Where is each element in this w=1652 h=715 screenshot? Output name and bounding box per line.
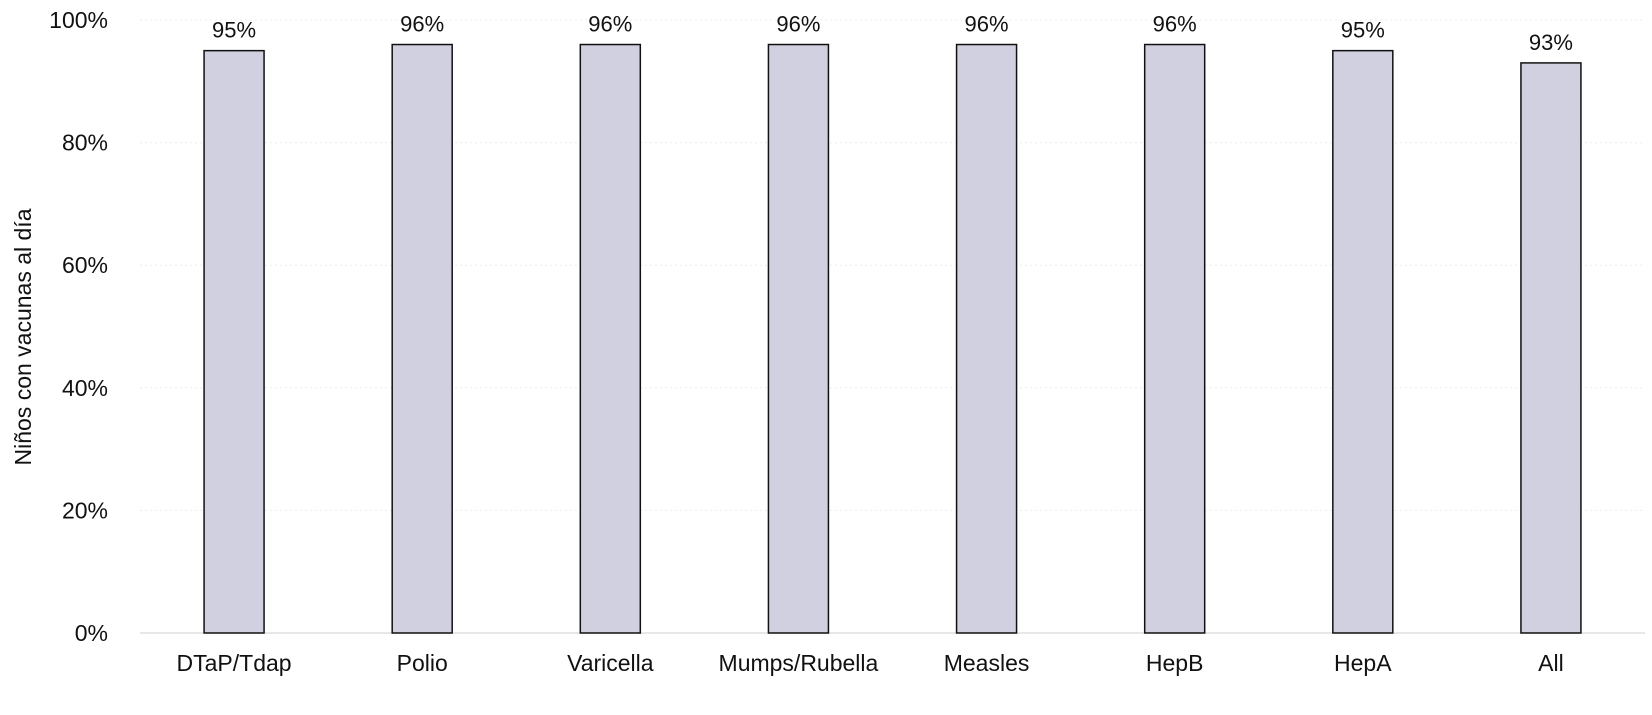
x-category-label: Mumps/Rubella (719, 650, 879, 676)
bar (1332, 49, 1394, 634)
y-tick-label: 0% (75, 620, 108, 646)
bar (391, 43, 453, 634)
x-axis-categories: DTaP/Tdap Polio Varicella Mumps/Rubella Meas… (177, 650, 1564, 676)
gridlines (140, 19, 1645, 634)
x-category-label: All (1538, 650, 1564, 676)
y-tick-label: 100% (49, 7, 108, 33)
x-category-label: DTaP/Tdap (177, 650, 292, 676)
y-tick-label: 80% (62, 130, 108, 156)
y-tick-label: 60% (62, 252, 108, 278)
y-axis-title: Niños con vacunas al día (10, 208, 36, 465)
data-label: 95% (1341, 18, 1385, 43)
bar (955, 43, 1018, 634)
bars (203, 43, 1582, 634)
y-axis-ticks: 0% 20% 40% 60% 80% 100% (49, 7, 108, 646)
y-tick-label: 20% (62, 497, 108, 523)
bar (579, 43, 642, 634)
data-label: 96% (965, 12, 1009, 37)
x-category-label: HepB (1146, 650, 1204, 676)
x-category-label: Varicella (567, 650, 654, 676)
data-label: 96% (400, 12, 444, 37)
data-label: 93% (1529, 30, 1573, 55)
data-label: 96% (1153, 12, 1197, 37)
data-label: 96% (588, 12, 632, 37)
bar (1520, 62, 1582, 634)
bar (1143, 43, 1206, 634)
data-label: 95% (212, 18, 256, 43)
bar (203, 49, 265, 634)
data-labels: 95% 96% 96% 96% 96% 96% 95% 93% (212, 12, 1573, 55)
y-tick-label: 40% (62, 375, 108, 401)
x-category-label: Measles (944, 650, 1030, 676)
x-category-label: HepA (1334, 650, 1392, 676)
x-category-label: Polio (397, 650, 448, 676)
data-label: 96% (776, 12, 820, 37)
bar (767, 43, 830, 634)
